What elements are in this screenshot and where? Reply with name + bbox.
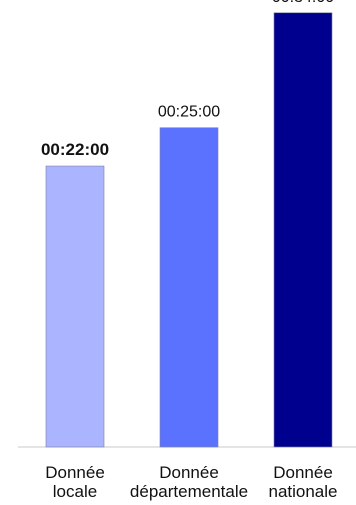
x-tick-label: Donnée nationale — [268, 463, 337, 501]
x-tick-label: Donnée départementale — [130, 463, 248, 501]
bars-group — [45, 12, 333, 448]
bar — [45, 165, 105, 448]
data-label: 00:25:00 — [158, 104, 220, 121]
x-tick-label: Donnée locale — [45, 463, 105, 501]
bar — [273, 12, 333, 448]
data-label: 00:34:00 — [272, 0, 334, 6]
bar — [159, 127, 219, 448]
data-label: 00:22:00 — [41, 140, 109, 159]
labels-group: 00:22:00 Donnée locale 00:25:00 Donnée départ… — [41, 0, 338, 501]
